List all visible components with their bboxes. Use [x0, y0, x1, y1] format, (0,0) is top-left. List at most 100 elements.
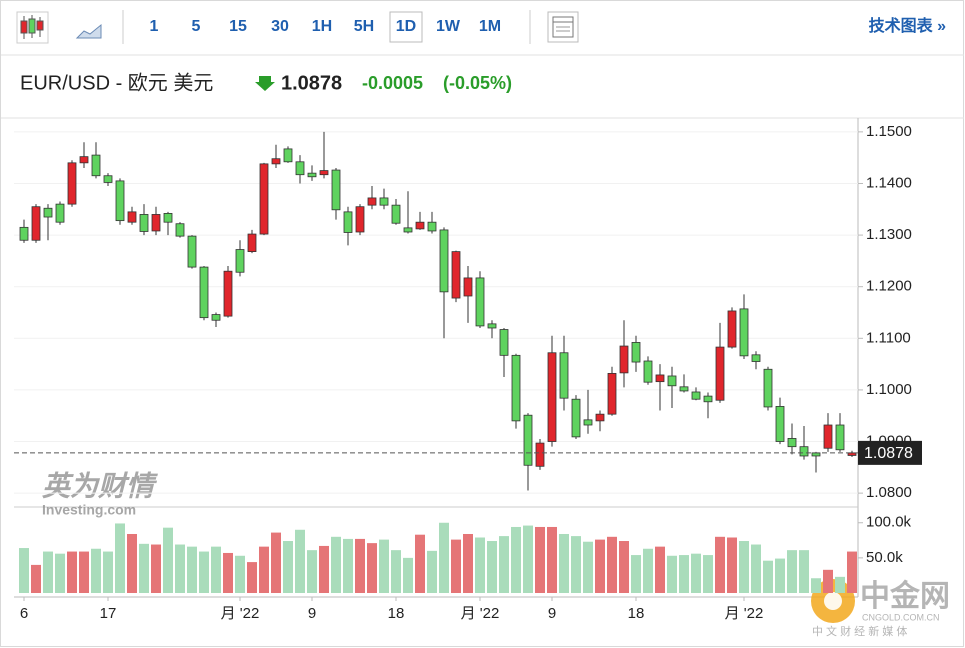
candle-body [787, 438, 797, 448]
volume-bar [391, 550, 401, 593]
candle-body [823, 424, 833, 449]
volume-bar [475, 537, 485, 593]
volume-bar [811, 578, 821, 593]
candle-body [475, 277, 485, 327]
volume-bar [19, 548, 29, 593]
volume-bar [523, 525, 533, 593]
x-tick-label: 18 [628, 605, 645, 622]
candle-body [247, 233, 257, 253]
candle-body [487, 323, 497, 329]
interval[interactable]: 5H [354, 18, 374, 35]
candle-body [751, 354, 761, 362]
volume-bar [583, 541, 593, 593]
layout-icon[interactable] [547, 11, 579, 43]
candle-body [643, 360, 653, 383]
volume-bar [307, 550, 317, 593]
candle-icon[interactable] [16, 11, 49, 44]
candle-body [415, 221, 425, 230]
volume-bar [151, 544, 161, 593]
volume-bar [763, 560, 773, 593]
candle-body [607, 372, 617, 415]
active-interval [389, 11, 423, 43]
candle-body [127, 211, 137, 223]
candle-body [799, 446, 809, 457]
candle-body [19, 226, 29, 241]
volume-bar [175, 544, 185, 593]
volume-bar [367, 543, 377, 593]
candle-body [103, 175, 113, 183]
candle-body [283, 148, 293, 163]
x-tick-label: 月 '22 [461, 605, 500, 622]
candle-body [691, 391, 701, 400]
volume-bar [103, 551, 113, 593]
volume-bar [751, 544, 761, 593]
x-tick-label: 17 [100, 605, 117, 622]
y-tick-label: 1.1000 [866, 381, 912, 398]
volume-bar [715, 536, 725, 593]
candle-body [355, 206, 365, 233]
interval[interactable]: 5 [192, 18, 201, 35]
candle-body [139, 214, 149, 232]
volume-bar [511, 526, 521, 593]
candle-body [163, 213, 173, 223]
candle-body [259, 163, 269, 235]
candle-body [631, 342, 641, 363]
volume-bar [331, 536, 341, 593]
x-tick-label: 9 [548, 605, 556, 622]
interval[interactable]: 1H [312, 18, 332, 35]
candle-body [763, 368, 773, 408]
volume-bar [547, 526, 557, 593]
volume-bar [295, 529, 305, 593]
volume-bar [223, 552, 233, 593]
volume-bar [115, 523, 125, 593]
volume-bar [499, 536, 509, 593]
volume-bar [55, 553, 65, 593]
change: -0.0005 [362, 73, 423, 93]
candle-body [775, 406, 785, 442]
area-icon[interactable] [75, 23, 102, 39]
candle-body [115, 180, 125, 222]
interval[interactable]: 1D [396, 18, 416, 35]
watermark: 中 文 财 经 新 媒 体 [812, 624, 907, 638]
candle-body [211, 314, 221, 321]
volume-bar [127, 533, 137, 593]
candle-body [391, 204, 401, 224]
y2-tick-label: 100.0k [866, 514, 912, 531]
volume-bar [271, 532, 281, 593]
volume-bar [487, 541, 497, 593]
volume-bar [163, 527, 173, 593]
watermark: 英为财情 [42, 470, 158, 501]
volume-bar [139, 543, 149, 593]
volume-bar [595, 539, 605, 593]
interval[interactable]: 30 [271, 18, 289, 35]
candle-body [235, 249, 245, 273]
volume-bar [835, 576, 845, 593]
candle-body [55, 203, 65, 223]
volume-bar [211, 546, 221, 593]
volume-bar [403, 557, 413, 593]
interval[interactable]: 15 [229, 18, 247, 35]
candle-body [727, 310, 737, 348]
candle-body [187, 235, 197, 268]
candle-body [79, 156, 89, 164]
candle-body [67, 162, 77, 205]
y-tick-label: 1.1400 [866, 174, 912, 191]
volume-bar [775, 558, 785, 593]
technical-chart-link[interactable]: 技术图表 » [869, 16, 946, 35]
candle-body [583, 419, 593, 426]
candle-body [739, 308, 749, 357]
volume-bar [319, 545, 329, 593]
interval[interactable]: 1W [436, 18, 461, 35]
volume-bar [247, 562, 257, 593]
price-tag-label: 1.0878 [864, 445, 913, 462]
volume-bar [43, 551, 53, 593]
candle-body [655, 374, 665, 383]
volume-bar [535, 526, 545, 593]
volume-bar [235, 555, 245, 593]
candle-body [667, 375, 677, 387]
volume-bar [31, 564, 41, 593]
interval[interactable]: 1M [479, 18, 501, 35]
volume-bar [379, 539, 389, 593]
volume-bar [703, 555, 713, 593]
interval[interactable]: 1 [150, 18, 159, 35]
